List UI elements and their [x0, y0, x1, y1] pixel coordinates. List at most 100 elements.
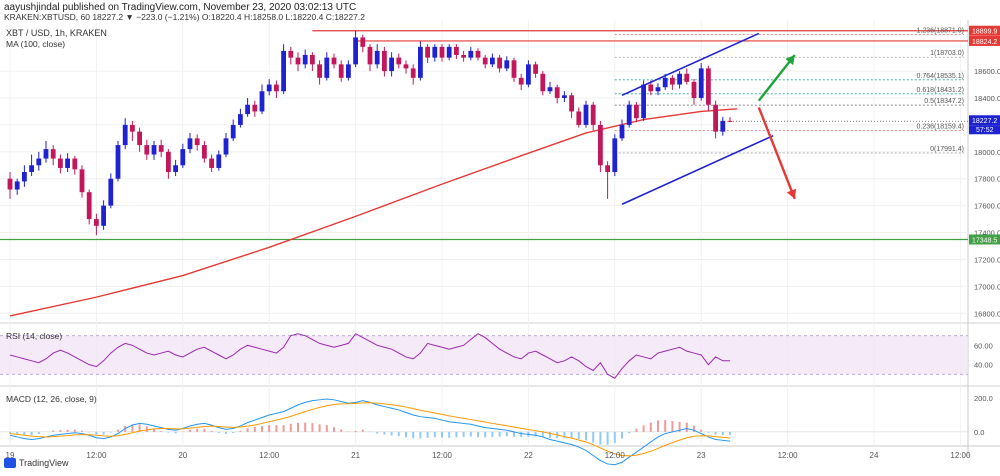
candle-body: [29, 165, 34, 172]
arrow-head: [785, 54, 795, 66]
candle: [727, 117, 733, 123]
candle-body: [698, 68, 704, 98]
candle-body: [238, 114, 243, 125]
x-tick-label: 12:00: [86, 451, 107, 460]
candle-body: [446, 46, 452, 58]
candle: [288, 46, 294, 65]
candle-body: [187, 138, 193, 150]
candle: [122, 118, 128, 150]
candle-body: [612, 138, 618, 172]
price-pane: 1.236(18871.0) 1(18703.0) 0.764(18535.1) 0.…: [0, 28, 968, 317]
candle: [36, 151, 42, 171]
candle: [641, 80, 646, 121]
x-tick-label: 21: [351, 451, 360, 460]
candle: [281, 44, 286, 94]
candle-body: [403, 64, 409, 69]
candle-body: [461, 54, 466, 58]
price-axis: 16800.0 17000.0 17200.0 17400.0 17600.0 17800…: [969, 25, 1000, 437]
candle: [626, 100, 632, 128]
candle: [14, 178, 20, 195]
candle: [137, 127, 142, 152]
candle-body: [338, 64, 344, 78]
candle: [547, 81, 553, 94]
candle: [698, 63, 704, 101]
fib-level-label: 1(18703.0): [930, 50, 964, 57]
candle-body: [576, 111, 582, 125]
candle: [353, 30, 358, 68]
candle-body: [569, 95, 574, 112]
candle: [101, 200, 106, 230]
candle: [130, 120, 135, 142]
x-tick-label: 12:00: [778, 451, 799, 460]
macd-tick-label: 0.0: [974, 428, 984, 437]
candle: [22, 165, 27, 187]
candle: [526, 60, 531, 88]
candle: [338, 60, 344, 82]
candle-body: [727, 120, 733, 122]
candle: [158, 139, 164, 158]
fib-level-label: 0.764(18535.1): [917, 73, 964, 80]
candle: [533, 61, 538, 78]
candle-body: [439, 46, 445, 58]
candle: [367, 44, 373, 72]
fib-level-label: 0(17991.4): [930, 146, 964, 153]
candle: [324, 52, 330, 81]
candle: [115, 141, 121, 182]
fib-level-label: 0.618(18431.2): [917, 87, 964, 94]
candle: [382, 46, 387, 77]
candle: [86, 189, 92, 225]
candle-body: [360, 37, 366, 47]
candle-body: [662, 77, 668, 88]
footer: TradingView: [0, 456, 1000, 474]
candle-body: [194, 138, 200, 146]
candle-body: [65, 158, 70, 168]
candle-body: [655, 87, 661, 92]
candle-body: [367, 46, 373, 65]
candle-body: [720, 120, 726, 132]
candle-body: [562, 95, 567, 98]
candle: [504, 56, 510, 72]
candle-body: [58, 158, 63, 168]
candle: [266, 79, 272, 96]
candle: [346, 60, 351, 81]
candle-body: [425, 46, 430, 58]
candle: [554, 84, 560, 104]
candle-body: [151, 145, 157, 155]
candle-body: [626, 104, 632, 125]
rsi-pane: [0, 333, 968, 379]
macd-signal-line: [9, 402, 731, 457]
candle-body: [130, 124, 135, 132]
x-tick-label: 24: [870, 451, 879, 460]
x-tick-label: 22: [524, 451, 533, 460]
candle: [691, 79, 697, 105]
arrow-down: [757, 106, 797, 200]
arrow-up: [757, 54, 796, 102]
support-price-tag: [969, 234, 1000, 245]
candle: [468, 46, 474, 61]
candle-body: [7, 178, 13, 190]
rsi-tick-label: 60.00: [974, 341, 993, 350]
candle-body: [598, 124, 603, 166]
y-tick-label: 16800.0: [974, 309, 1000, 318]
candle-body: [641, 84, 646, 119]
candle-body: [619, 124, 625, 139]
candle-body: [266, 84, 272, 92]
candle-body: [281, 50, 286, 92]
candle: [410, 64, 416, 85]
candle-body: [158, 145, 164, 152]
candle: [259, 84, 265, 115]
candle: [562, 91, 567, 103]
candle: [439, 44, 445, 62]
candle-body: [180, 149, 186, 166]
rsi-title: RSI (14, close): [6, 331, 62, 341]
grid: [0, 20, 1000, 456]
candle: [58, 154, 63, 174]
candle-body: [432, 46, 438, 58]
publish-header: aayushjindal published on TradingView.co…: [0, 0, 1000, 22]
macd-title: MACD (12, 26, close, 9): [6, 394, 97, 404]
candle: [151, 141, 157, 160]
candle-body: [101, 205, 106, 226]
candle: [590, 102, 596, 131]
fib-level-label: 0.5(18347.2): [924, 98, 964, 105]
candle-body: [43, 149, 49, 159]
